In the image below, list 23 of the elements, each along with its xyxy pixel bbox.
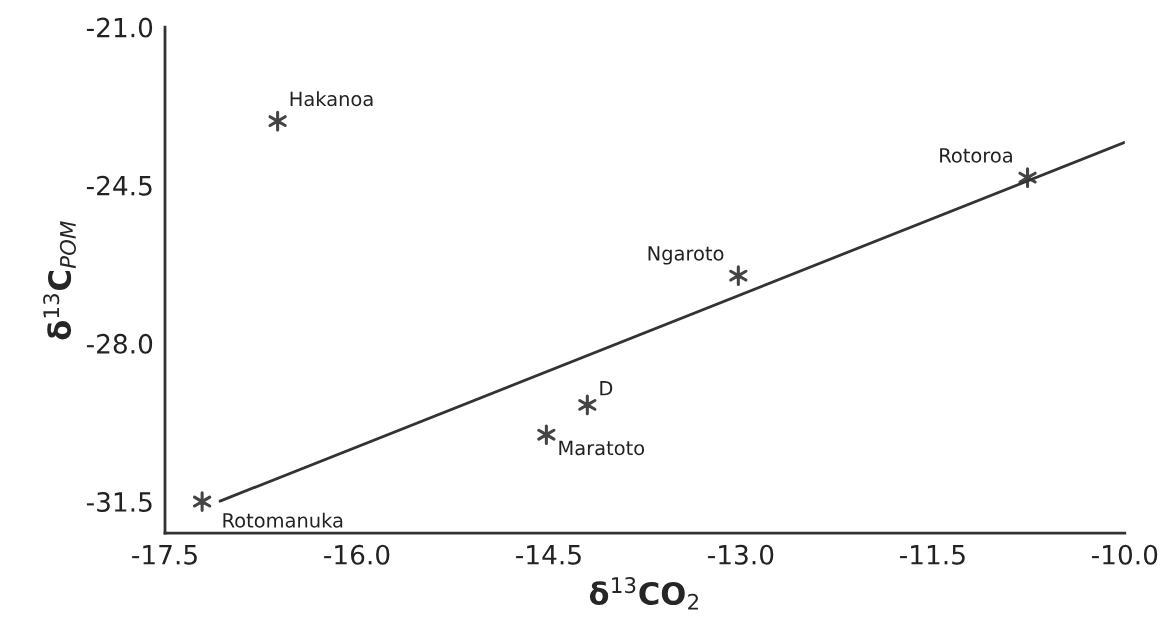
x-tick-label: -16.0 [324,544,390,565]
x-tick-label: -13.0 [708,544,774,565]
point [537,424,556,446]
point [192,491,212,512]
point [578,394,597,416]
x-tick-label: -10.0 [1091,544,1158,565]
annotation: Hakanoa [290,91,373,107]
y-axis-title: δ$^{13}$C$_{POM}$ [43,221,77,340]
point [268,110,287,132]
annotation: Ngaroto [648,246,724,265]
point [729,265,748,286]
x-tick-label: -17.5 [132,545,197,565]
x-tick-label: -14.5 [516,545,581,565]
annotation: Rotomanuka [223,512,343,528]
x-tick-label: -11.5 [900,545,965,565]
y-tick-label: -21.0 [86,17,153,38]
annotation: Rotoroa [940,148,1012,163]
annotation: Maratoto [559,440,645,456]
y-tick-label: -28.0 [86,333,153,354]
y-tick-label: -31.5 [86,492,152,512]
y-tick-label: -24.5 [86,175,152,196]
annotation: D [600,381,613,396]
x-axis-title: δ$^{13}$CO$_{2}$ [589,577,699,610]
